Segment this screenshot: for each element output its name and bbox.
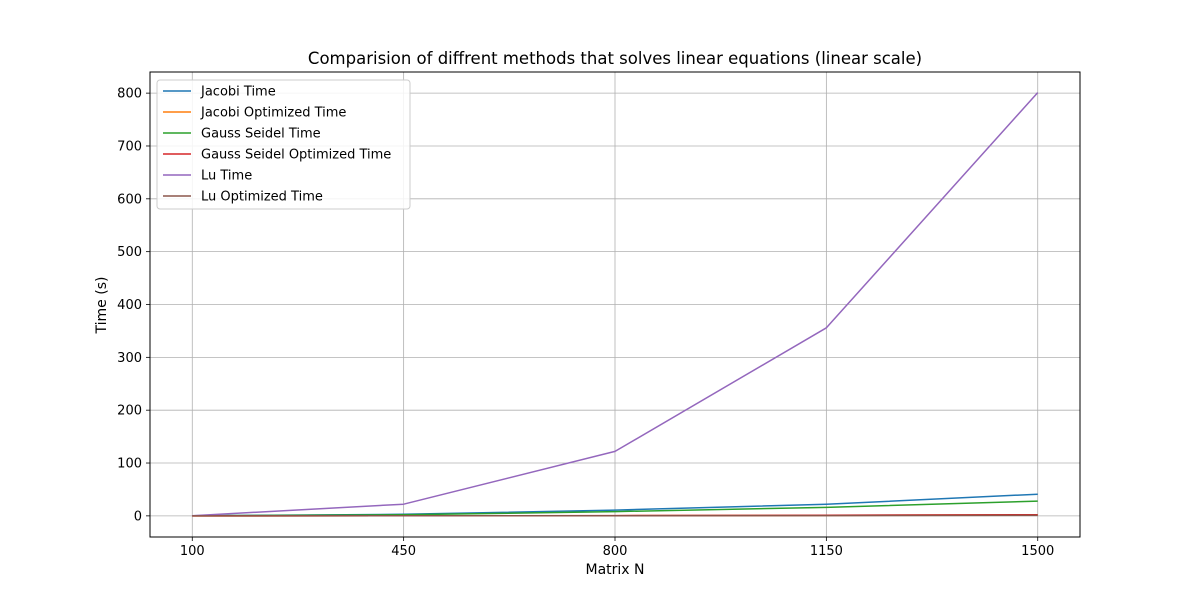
- y-axis-label: Time (s): [94, 277, 110, 335]
- y-axis: 0 100 200 300 400 500 600 700 800: [117, 87, 150, 524]
- grid-lines: [150, 72, 1080, 537]
- series-line: [192, 92, 1039, 517]
- legend-box: [156, 79, 411, 210]
- y-tick-label: 100: [117, 457, 142, 472]
- y-tick-label: 300: [117, 351, 142, 366]
- legend-label: Lu Optimized Time: [201, 190, 323, 205]
- y-tick-label: 400: [117, 298, 142, 313]
- y-tick-label: 700: [117, 139, 142, 154]
- x-tick-label: 450: [391, 544, 416, 559]
- series-lines: [192, 92, 1039, 517]
- x-axis: 100 450 800 1150 1500: [180, 537, 1054, 559]
- y-tick-label: 600: [117, 192, 142, 207]
- legend-label: Jacobi Optimized Time: [200, 106, 346, 121]
- series-line: [192, 514, 1038, 517]
- x-tick-label: 1500: [1021, 544, 1054, 559]
- y-tick-label: 800: [117, 87, 142, 102]
- legend-label: Lu Time: [201, 169, 252, 184]
- x-tick-label: 1150: [810, 544, 843, 559]
- x-tick-label: 100: [180, 544, 205, 559]
- legend-label: Gauss Seidel Time: [201, 127, 321, 142]
- chart-title: Comparision of diffrent methods that sol…: [308, 49, 922, 68]
- x-tick-label: 800: [603, 544, 628, 559]
- y-tick-label: 500: [117, 245, 142, 260]
- legend: Jacobi Time Jacobi Optimized Time Gauss Se…: [156, 79, 411, 210]
- y-tick-label: 200: [117, 404, 142, 419]
- legend-label: Gauss Seidel Optimized Time: [201, 148, 391, 163]
- legend-label: Jacobi Time: [200, 85, 276, 100]
- x-axis-label: Matrix N: [585, 562, 644, 578]
- y-tick-label: 0: [134, 509, 142, 524]
